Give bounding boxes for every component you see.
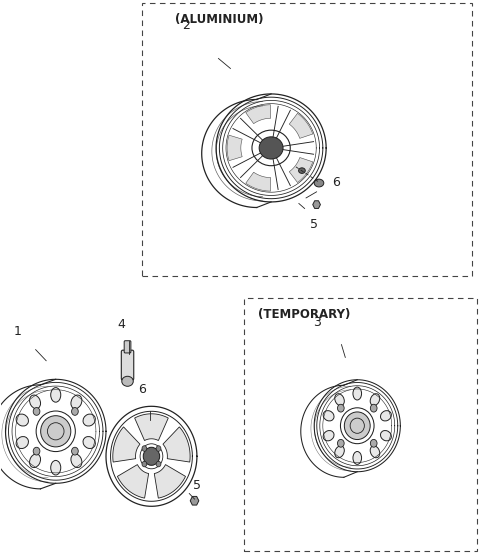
Circle shape [33, 447, 40, 455]
Ellipse shape [370, 446, 380, 458]
Text: 6: 6 [138, 383, 146, 396]
Text: 6: 6 [332, 177, 340, 189]
Text: (TEMPORARY): (TEMPORARY) [258, 308, 350, 321]
Ellipse shape [299, 168, 305, 173]
Circle shape [33, 408, 40, 416]
Ellipse shape [353, 452, 361, 465]
Polygon shape [289, 158, 313, 183]
Circle shape [72, 408, 78, 416]
Text: 1: 1 [13, 325, 22, 338]
Ellipse shape [83, 414, 96, 426]
Polygon shape [113, 427, 140, 462]
Text: 2: 2 [182, 19, 191, 32]
Circle shape [371, 439, 377, 447]
Ellipse shape [41, 416, 71, 447]
Ellipse shape [16, 437, 28, 448]
Ellipse shape [51, 461, 61, 475]
Circle shape [371, 404, 377, 412]
Polygon shape [227, 135, 242, 161]
Ellipse shape [71, 454, 82, 467]
Ellipse shape [122, 377, 133, 387]
Polygon shape [190, 496, 199, 505]
Circle shape [156, 461, 161, 467]
Circle shape [142, 461, 147, 467]
Text: 5: 5 [193, 478, 202, 492]
Ellipse shape [335, 446, 344, 458]
Polygon shape [289, 113, 313, 138]
Polygon shape [246, 172, 271, 191]
Ellipse shape [344, 412, 370, 439]
Ellipse shape [353, 387, 361, 400]
Polygon shape [118, 465, 149, 498]
FancyBboxPatch shape [121, 350, 134, 380]
Ellipse shape [323, 411, 334, 421]
Circle shape [142, 446, 147, 451]
Circle shape [337, 439, 344, 447]
Ellipse shape [259, 137, 283, 159]
Ellipse shape [71, 395, 82, 409]
Bar [244, 298, 477, 551]
Ellipse shape [16, 414, 28, 426]
Ellipse shape [30, 454, 40, 467]
Polygon shape [313, 201, 321, 208]
Ellipse shape [51, 388, 61, 402]
Ellipse shape [30, 395, 40, 409]
Text: (ALUMINIUM): (ALUMINIUM) [175, 13, 264, 27]
Circle shape [72, 447, 78, 455]
Polygon shape [154, 465, 185, 498]
Bar [142, 3, 472, 276]
Ellipse shape [323, 431, 334, 441]
Polygon shape [163, 427, 190, 462]
Ellipse shape [143, 447, 160, 465]
Circle shape [156, 446, 161, 451]
Text: 5: 5 [310, 218, 318, 231]
FancyBboxPatch shape [124, 341, 131, 353]
Polygon shape [246, 105, 271, 124]
Ellipse shape [83, 437, 96, 448]
Ellipse shape [370, 394, 380, 405]
Ellipse shape [381, 431, 391, 441]
Ellipse shape [381, 411, 391, 421]
Ellipse shape [335, 394, 344, 405]
Polygon shape [135, 414, 168, 441]
Ellipse shape [314, 179, 324, 187]
Text: 4: 4 [118, 317, 125, 330]
Circle shape [337, 404, 344, 412]
Text: 3: 3 [312, 316, 321, 329]
